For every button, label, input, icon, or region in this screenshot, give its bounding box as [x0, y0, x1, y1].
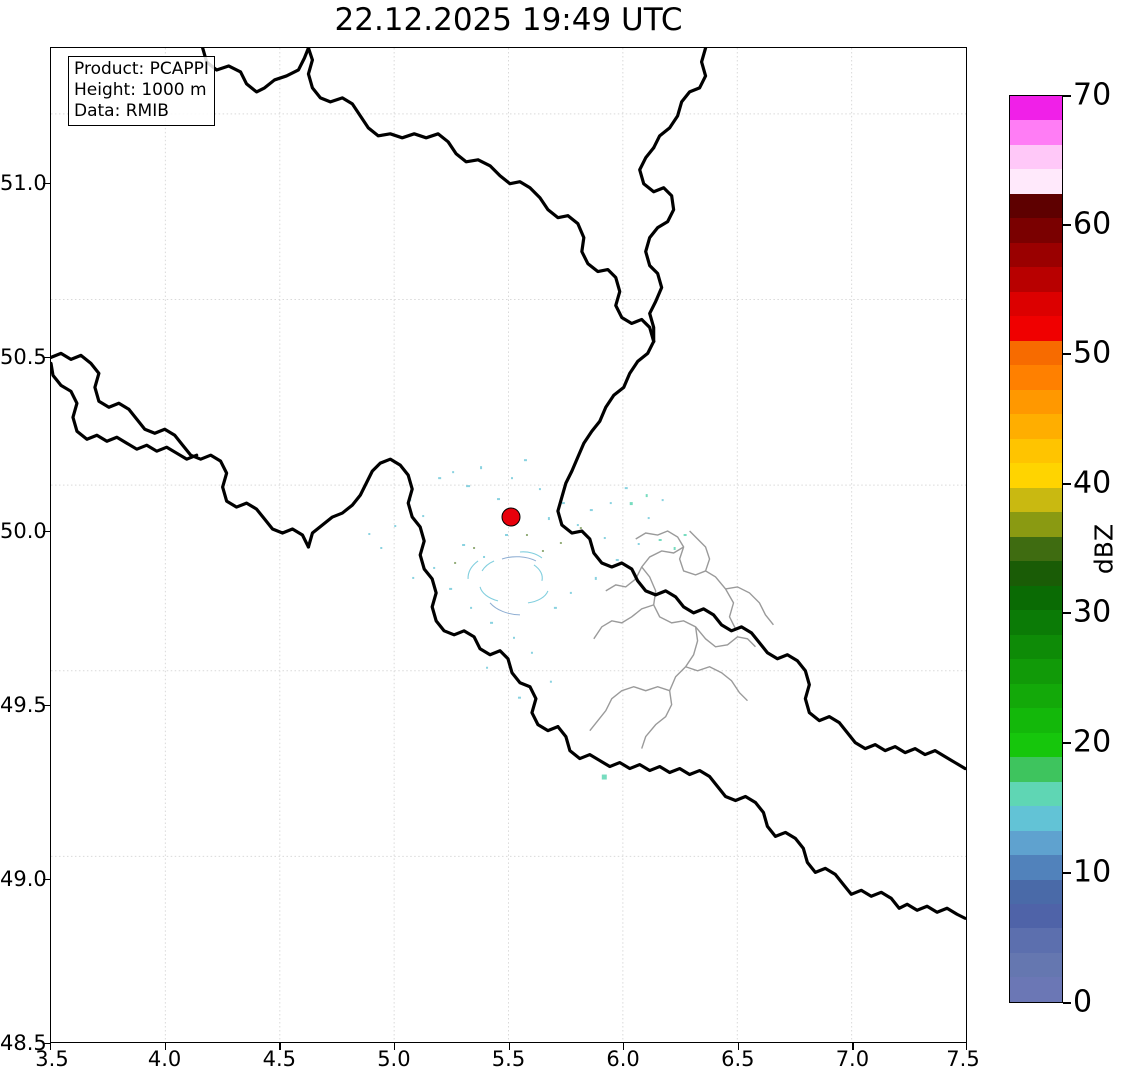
colorbar-label-0: 0	[1073, 984, 1093, 1020]
y-tick-mark	[43, 879, 50, 881]
colorbar-band	[1010, 634, 1062, 660]
x-tick-mark	[737, 1043, 740, 1050]
colorbar-band	[1010, 414, 1062, 439]
colorbar-band	[1010, 585, 1062, 611]
colorbar-tick	[1063, 1002, 1071, 1004]
colorbar-band	[1010, 610, 1062, 635]
info-product: Product: PCAPPI	[74, 59, 209, 79]
colorbar-band	[1010, 438, 1062, 464]
x-tick-mark	[279, 1043, 281, 1050]
radar-echo-layer	[368, 459, 687, 780]
colorbar-band	[1010, 659, 1062, 684]
colorbar-label-20: 20	[1073, 724, 1112, 760]
colorbar-label-30: 30	[1073, 594, 1112, 630]
map-plot-area[interactable]: Product: PCAPPI Height: 1000 m Data: RMI…	[50, 47, 967, 1043]
colorbar-band	[1010, 879, 1062, 904]
colorbar-band	[1010, 365, 1062, 390]
border-layer	[51, 48, 966, 920]
x-tick-label-5-5: 5.5	[491, 1047, 526, 1071]
radar-station-marker[interactable]	[501, 507, 521, 527]
colorbar-band	[1010, 855, 1062, 880]
colorbar-band	[1010, 193, 1062, 219]
colorbar-label-10: 10	[1073, 854, 1112, 890]
colorbar-band	[1010, 512, 1062, 537]
y-tick-label-50-5: 50.5	[0, 345, 47, 369]
y-tick-label-50-0: 50.0	[0, 519, 47, 543]
x-tick-label-5-0: 5.0	[377, 1047, 411, 1071]
colorbar-band	[1010, 561, 1062, 586]
x-tick-mark	[164, 1043, 166, 1050]
y-tick-label-49-0: 49.0	[0, 867, 47, 891]
x-tick-label-4-0: 4.0	[147, 1047, 182, 1071]
x-tick-mark	[50, 1043, 52, 1050]
colorbar-band	[1010, 291, 1062, 317]
y-tick-mark	[43, 531, 50, 533]
colorbar-tick	[1063, 872, 1071, 874]
colorbar-tick	[1063, 742, 1071, 744]
colorbar-label-40: 40	[1073, 465, 1112, 501]
y-tick-mark	[43, 183, 50, 185]
y-tick-mark	[43, 357, 50, 359]
colorbar-band	[1010, 708, 1062, 733]
colorbar-band	[1010, 977, 1062, 1002]
colorbar-band	[1010, 757, 1062, 782]
info-data-source: Data: RMIB	[74, 101, 169, 121]
y-tick-label-49-5: 49.5	[0, 693, 47, 717]
colorbar-band	[1010, 389, 1062, 415]
colorbar-band	[1010, 267, 1062, 292]
colorbar-tick	[1063, 224, 1071, 226]
colorbar-tick	[1063, 353, 1071, 355]
colorbar-tick	[1063, 483, 1071, 485]
colorbar-label-50: 50	[1073, 335, 1112, 371]
colorbar-band	[1010, 732, 1062, 758]
x-tick-label-6-0: 6.0	[606, 1047, 640, 1071]
x-tick-label-4-5: 4.5	[262, 1047, 296, 1071]
colorbar-band	[1010, 463, 1062, 488]
colorbar-band	[1010, 242, 1062, 268]
x-tick-mark	[623, 1043, 625, 1050]
colorbar-band	[1010, 806, 1062, 831]
colorbar-band	[1010, 781, 1062, 807]
y-tick-label-48-5: 48.5	[0, 1031, 47, 1055]
colorbar-tick	[1063, 95, 1071, 97]
luxembourg-canton-borders	[589, 530, 774, 749]
colorbar-band	[1010, 340, 1062, 366]
colorbar-band	[1010, 316, 1062, 341]
colorbar-label-60: 60	[1073, 206, 1112, 242]
colorbar-title: dBZ	[1089, 523, 1119, 575]
x-tick-label-7-5: 7.5	[946, 1047, 980, 1071]
x-tick-mark	[508, 1043, 510, 1050]
y-tick-mark	[43, 705, 50, 707]
colorbar-band	[1010, 536, 1062, 562]
colorbar-band	[1010, 903, 1062, 929]
colorbar-band	[1010, 120, 1062, 145]
y-tick-label-51-0: 51.0	[0, 171, 47, 195]
colorbar-band	[1010, 144, 1062, 170]
colorbar-band	[1010, 487, 1062, 513]
colorbar-label-70: 70	[1073, 77, 1112, 113]
colorbar-band	[1010, 952, 1062, 978]
colorbar-band	[1010, 830, 1062, 856]
colorbar-band	[1010, 169, 1062, 194]
page-title: 22.12.2025 19:49 UTC	[334, 2, 683, 38]
x-tick-mark	[965, 1043, 967, 1050]
colorbar-tick	[1063, 612, 1071, 614]
colorbar-band	[1010, 218, 1062, 243]
colorbar-band	[1010, 96, 1062, 121]
colorbar-band	[1010, 683, 1062, 709]
colorbar-band	[1010, 928, 1062, 953]
x-tick-mark	[852, 1043, 854, 1050]
y-tick-mark	[43, 1043, 50, 1045]
country-borders	[51, 48, 966, 920]
x-tick-label-7-0: 7.0	[835, 1047, 870, 1071]
info-box: Product: PCAPPI Height: 1000 m Data: RMI…	[68, 56, 215, 126]
x-tick-mark	[393, 1043, 396, 1050]
x-tick-label-3-5: 3.5	[35, 1047, 69, 1071]
grid-lines	[51, 48, 966, 1042]
colorbar	[1009, 95, 1063, 1003]
x-tick-label-6-5: 6.5	[721, 1047, 755, 1071]
info-height: Height: 1000 m	[74, 80, 207, 100]
